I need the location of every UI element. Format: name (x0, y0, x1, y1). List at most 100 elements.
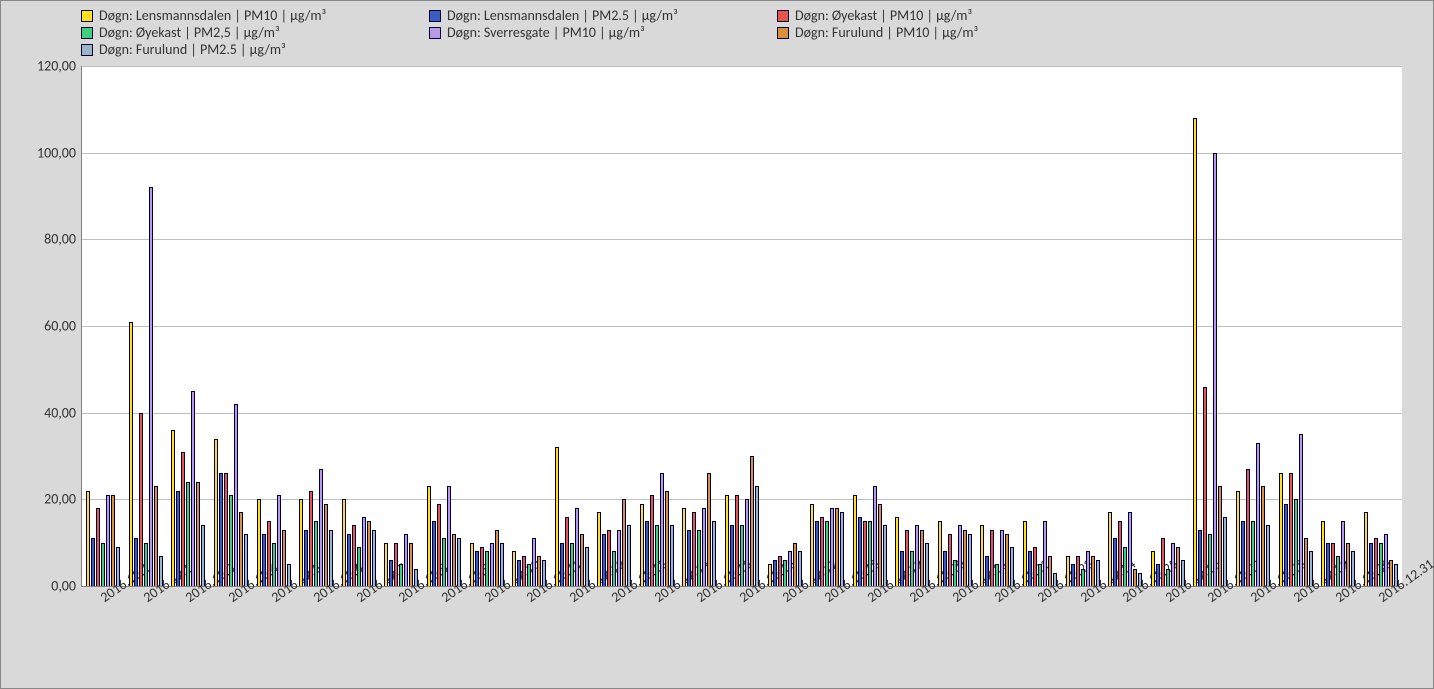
bar (432, 521, 436, 586)
bar (915, 525, 919, 586)
bar (725, 495, 729, 586)
bar (958, 525, 962, 586)
bar (1071, 564, 1075, 586)
bar (527, 564, 531, 586)
bar (319, 469, 323, 586)
bar (740, 525, 744, 586)
bar (277, 495, 281, 586)
bar (1193, 118, 1197, 586)
legend-swatch (777, 27, 789, 39)
bar (953, 560, 957, 586)
bar (835, 508, 839, 586)
bar (1341, 521, 1345, 586)
bar-group: 2016.12.23 (1019, 521, 1062, 586)
bar (687, 530, 691, 586)
bar-group: 2016.12.16 (721, 456, 764, 586)
bar-group: 2016.12.24 (1061, 551, 1104, 586)
bar (920, 530, 924, 586)
bar (1369, 543, 1373, 586)
bar (362, 517, 366, 586)
bar (314, 521, 318, 586)
bar (745, 499, 749, 586)
bar (427, 486, 431, 586)
bar-group: 2016.12.17 (763, 543, 806, 586)
bar (442, 538, 446, 586)
bar-group: 2016.12.30 (1317, 521, 1360, 586)
bar (404, 534, 408, 586)
bar (1066, 556, 1070, 586)
bar-group: 2016.12.31 (1359, 512, 1402, 586)
bar (655, 525, 659, 586)
bar (96, 508, 100, 586)
bar (682, 508, 686, 586)
gridline (82, 66, 1402, 67)
legend-item: Døgn: Furulund | PM10 | µg/m³ (777, 24, 1077, 41)
bar (239, 512, 243, 586)
bar (697, 530, 701, 586)
bar-group: 2016.12.5 (252, 495, 295, 586)
bar (570, 543, 574, 586)
bar (447, 486, 451, 586)
bar (1128, 512, 1132, 586)
bar (575, 508, 579, 586)
bar (1203, 387, 1207, 586)
bar (788, 551, 792, 586)
bar-group: 2016.12.28 (1232, 443, 1275, 586)
bar (1166, 569, 1170, 586)
legend-label: Døgn: Lensmannsdalen | PM2.5 | µg/m³ (447, 7, 678, 24)
bar (825, 521, 829, 586)
legend-label: Døgn: Sverresgate | PM10 | µg/m³ (447, 24, 645, 41)
bar (810, 504, 814, 586)
bar (86, 491, 90, 586)
bar (1108, 512, 1112, 586)
bar (176, 491, 180, 586)
bar (91, 538, 95, 586)
bar (645, 521, 649, 586)
bar (512, 551, 516, 586)
bar (820, 517, 824, 586)
bar (480, 547, 484, 586)
legend-swatch (81, 10, 93, 22)
legend-label: Døgn: Øyekast | PM10 | µg/m³ (795, 7, 972, 24)
bar (181, 452, 185, 586)
bar (692, 512, 696, 586)
bar (522, 556, 526, 586)
chart-legend: Døgn: Lensmannsdalen | PM10 | µg/m³Døgn:… (81, 7, 1413, 58)
bar (995, 564, 999, 586)
bar (597, 512, 601, 586)
bar (1086, 551, 1090, 586)
bar (101, 543, 105, 586)
bar-group: 2016.12.7 (337, 499, 380, 586)
bar (262, 534, 266, 586)
bar (1038, 564, 1042, 586)
bar (730, 525, 734, 586)
legend-item: Døgn: Øyekast | PM10 | µg/m³ (777, 7, 1077, 24)
chart-container: Døgn: Lensmannsdalen | PM10 | µg/m³Døgn:… (0, 0, 1434, 689)
ytick-label: 60,00 (44, 318, 82, 335)
bar (1299, 434, 1303, 586)
bar (1033, 547, 1037, 586)
chart-plot-area: 0,0020,0040,0060,0080,00100,00120,002016… (81, 66, 1402, 587)
bar (650, 495, 654, 586)
bar (186, 482, 190, 586)
bar (768, 564, 772, 586)
bar (1251, 521, 1255, 586)
bar-group: 2016.12.15 (678, 473, 721, 586)
bar (1043, 521, 1047, 586)
bar-group: 2016.12.12 (550, 447, 593, 586)
bar (389, 560, 393, 586)
bar (735, 495, 739, 586)
bar (154, 486, 158, 586)
bar (617, 530, 621, 586)
bar (309, 491, 313, 586)
legend-item: Døgn: Sverresgate | PM10 | µg/m³ (429, 24, 729, 41)
bar-group: 2016.12.29 (1274, 434, 1317, 586)
bar (755, 486, 759, 586)
bar (384, 543, 388, 586)
bar (858, 517, 862, 586)
legend-swatch (81, 44, 93, 56)
bar (773, 560, 777, 586)
ytick-label: 80,00 (44, 231, 82, 248)
bar-group: 2016.12.11 (508, 538, 551, 586)
bar (938, 521, 942, 586)
